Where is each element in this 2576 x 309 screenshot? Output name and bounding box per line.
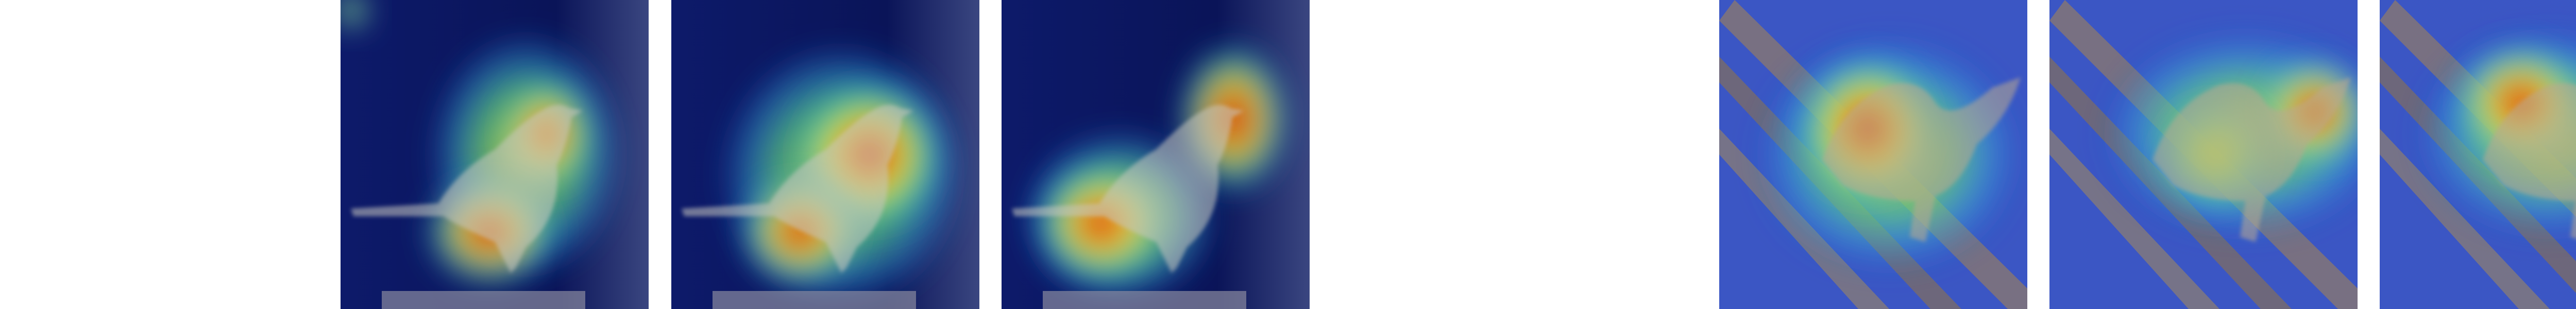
heatmap-panel bbox=[1002, 0, 1310, 309]
heatmap-panel bbox=[1719, 0, 2027, 309]
heatmap-panel bbox=[2049, 0, 2358, 309]
heatmap-panel bbox=[2380, 0, 2576, 309]
heatmap-panel bbox=[341, 0, 649, 309]
heatmap-panel bbox=[671, 0, 979, 309]
